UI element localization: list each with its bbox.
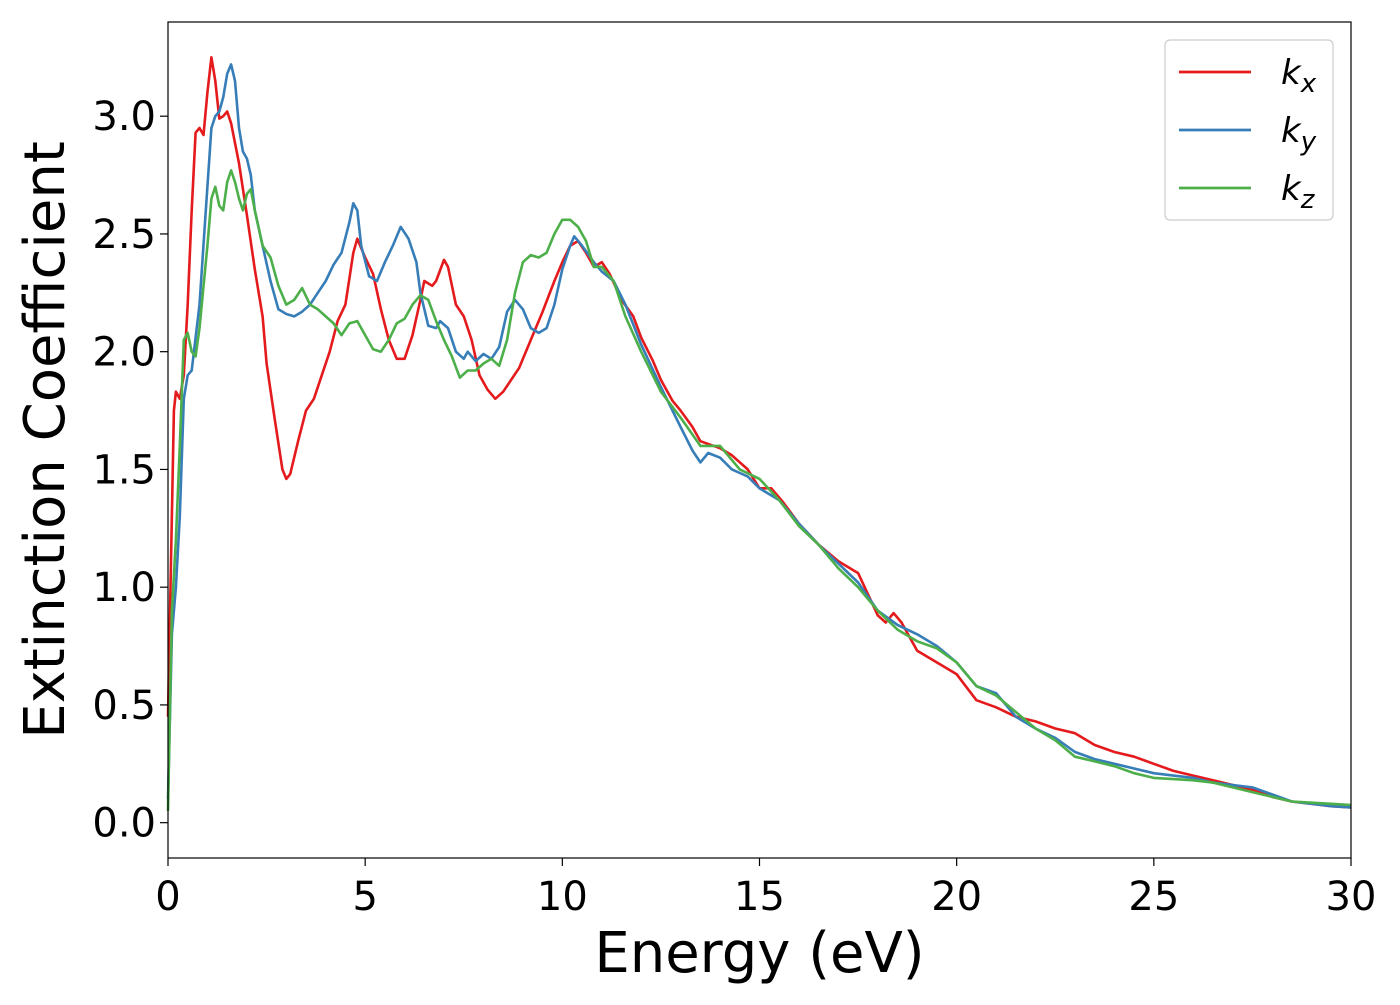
y-axis-label: Extinction Coefficient (13, 141, 78, 739)
series-line-k-z (166, 169, 1352, 811)
legend-label: ky (1281, 111, 1317, 157)
legend-item-k-x: kx (1179, 53, 1317, 99)
y-tick-label: 0.5 (92, 683, 156, 729)
series-lines (166, 56, 1352, 811)
x-tick-label: 30 (1326, 874, 1377, 920)
legend-item-k-z: kz (1179, 169, 1316, 215)
legend-label-sub: z (1300, 185, 1316, 215)
legend-label-sub: x (1300, 69, 1317, 99)
x-tick-label: 20 (931, 874, 982, 920)
legend-label-main: k (1281, 53, 1302, 93)
legend-label-sub: y (1300, 127, 1317, 157)
x-tick-label: 0 (155, 874, 180, 920)
legend-label: kz (1281, 169, 1316, 215)
x-tick-label: 5 (352, 874, 377, 920)
y-tick-label: 1.5 (92, 447, 156, 493)
y-tick-label: 0.0 (92, 801, 156, 847)
y-tick-label: 1.0 (92, 565, 156, 611)
x-tick-label: 10 (537, 874, 588, 920)
x-axis: 0 5 10 15 20 25 30 (155, 858, 1376, 920)
legend-item-k-y: ky (1179, 111, 1317, 157)
x-tick-label: 15 (734, 874, 785, 920)
legend-label-main: k (1281, 169, 1302, 209)
legend-label: kx (1281, 53, 1317, 99)
y-axis: 0.0 0.5 1.0 1.5 2.0 2.5 3.0 (92, 94, 168, 847)
x-tick-label: 25 (1128, 874, 1179, 920)
series-line-k-x (166, 56, 1352, 809)
series-line-k-y (166, 63, 1352, 809)
y-tick-label: 2.0 (92, 330, 156, 376)
y-tick-label: 3.0 (92, 94, 156, 140)
y-tick-label: 2.5 (92, 212, 156, 258)
x-axis-label: Energy (eV) (594, 921, 924, 986)
legend-label-main: k (1281, 111, 1302, 151)
